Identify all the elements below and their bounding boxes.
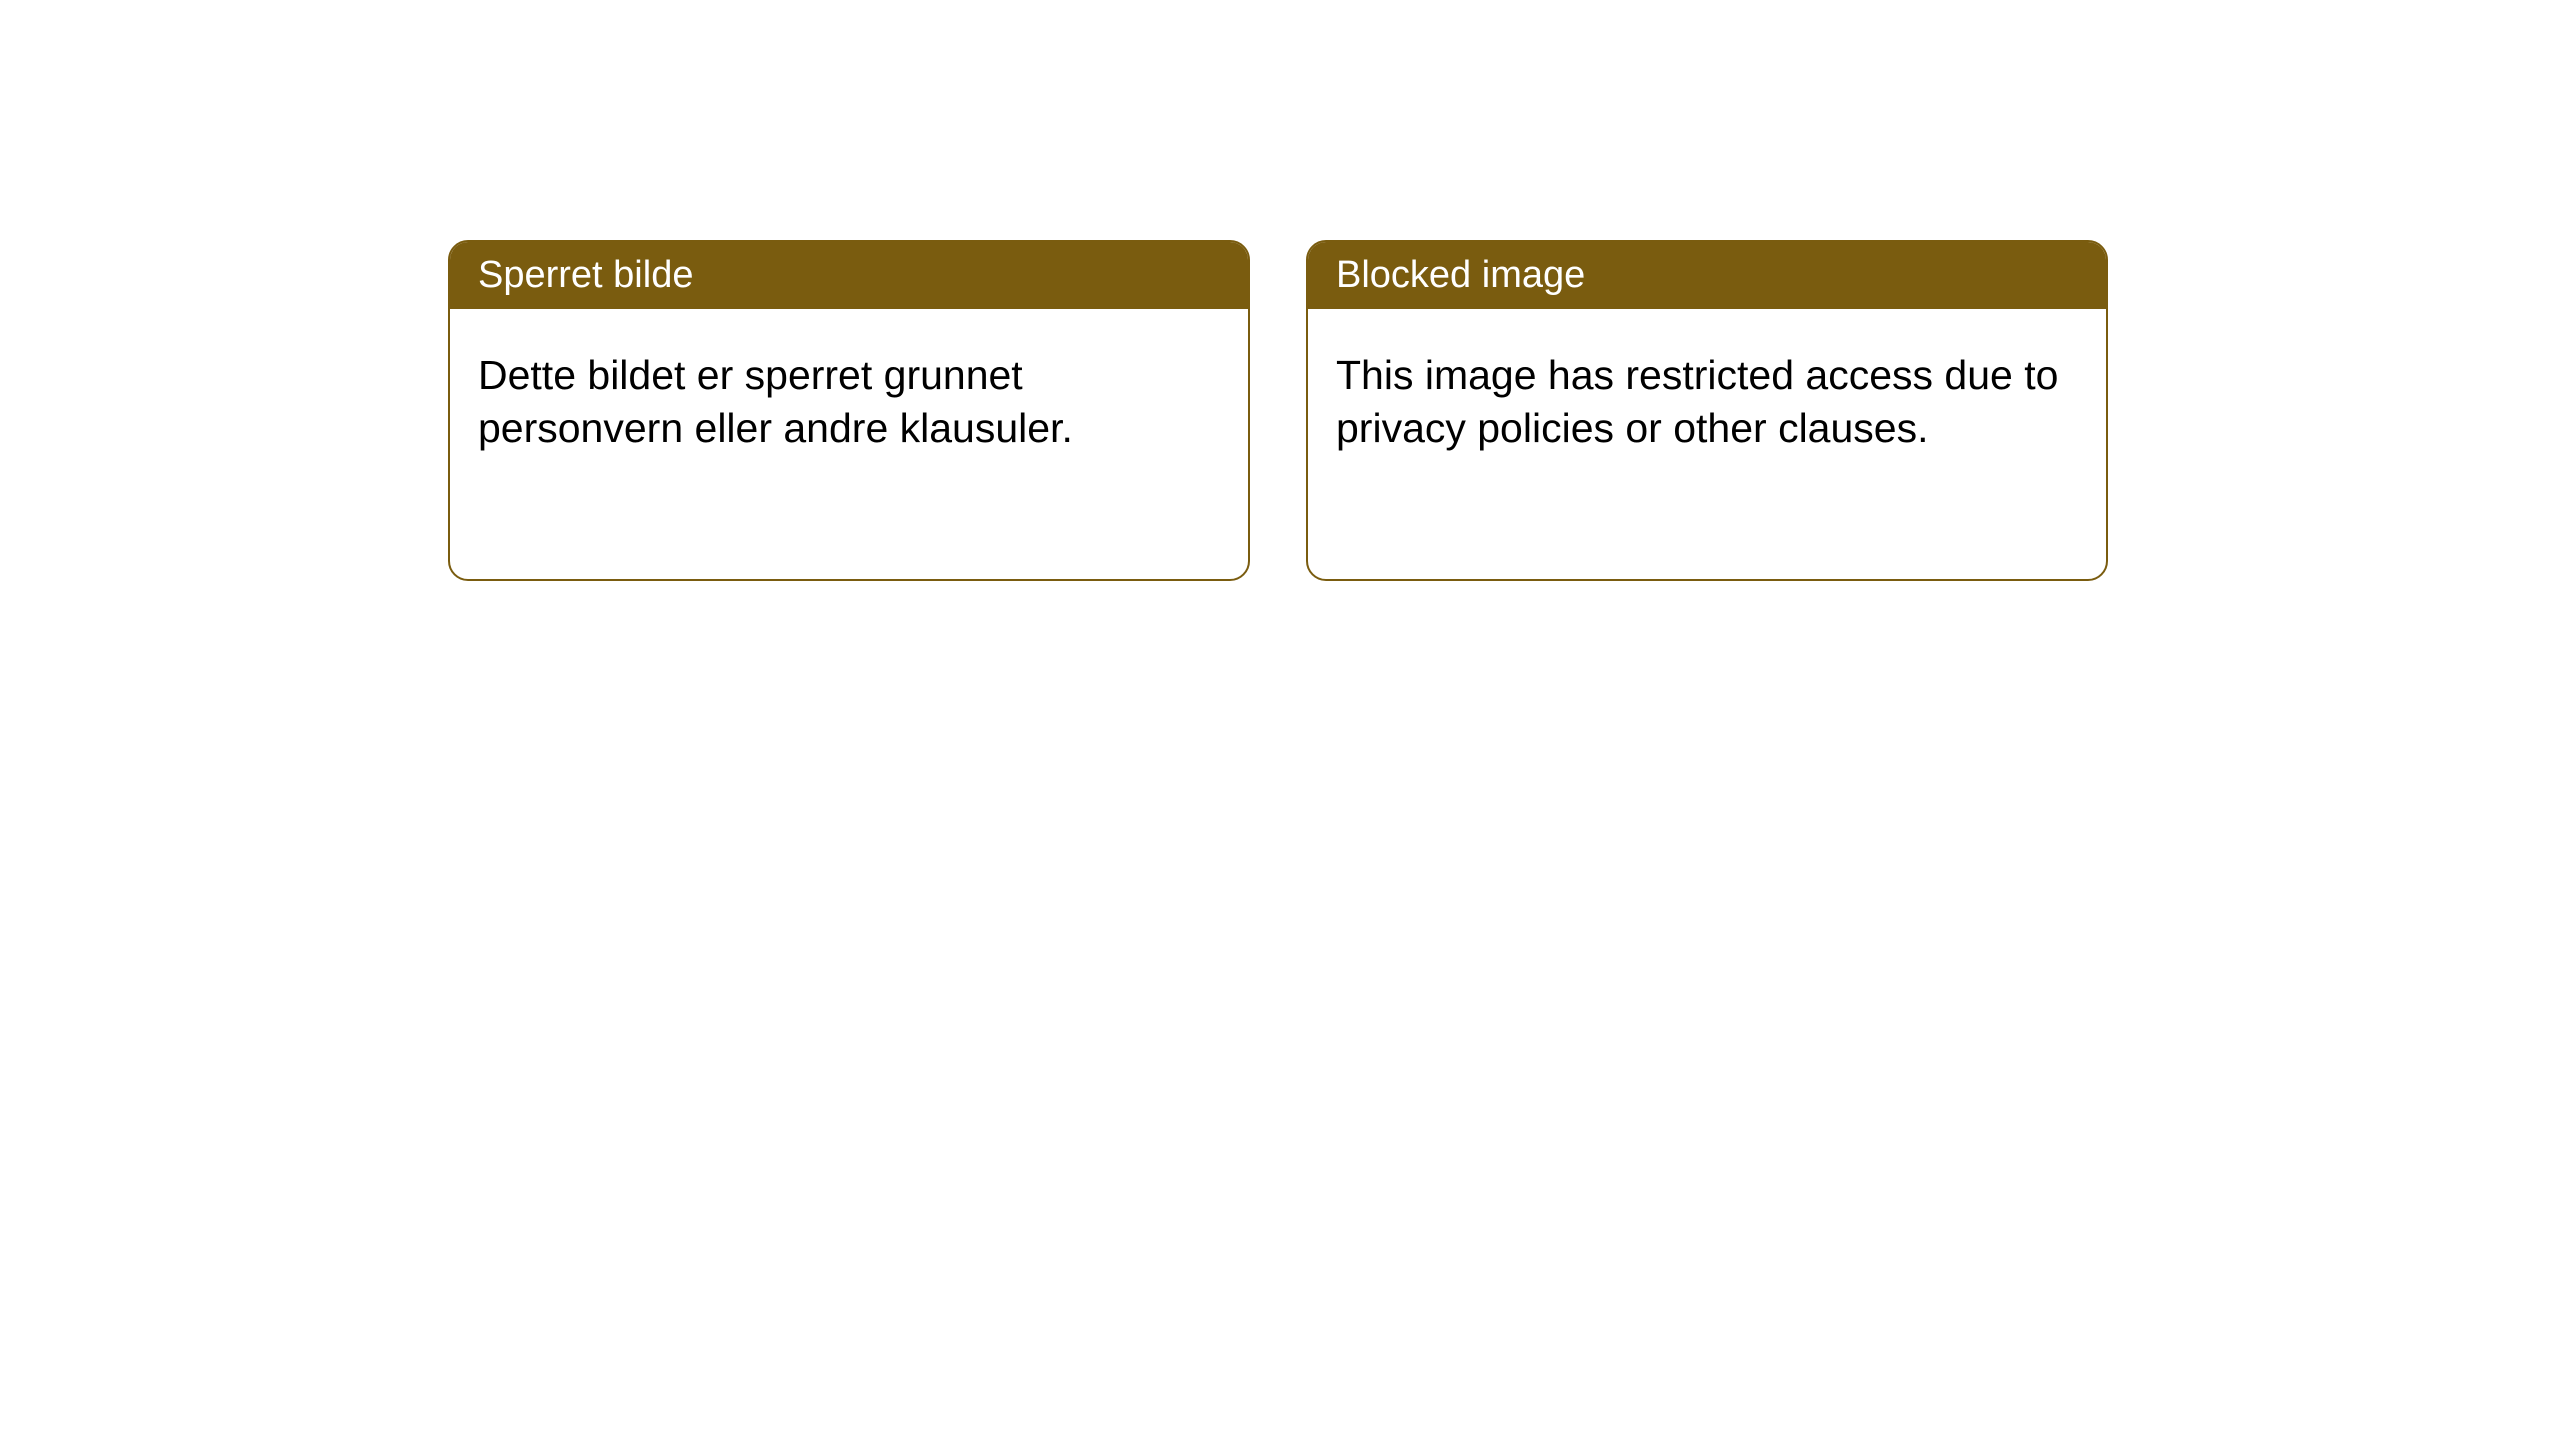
card-header: Sperret bilde bbox=[450, 242, 1248, 309]
card-message: Dette bildet er sperret grunnet personve… bbox=[478, 352, 1073, 451]
blocked-image-card-no: Sperret bilde Dette bildet er sperret gr… bbox=[448, 240, 1250, 581]
card-title: Sperret bilde bbox=[478, 254, 693, 296]
card-body: Dette bildet er sperret grunnet personve… bbox=[450, 309, 1248, 579]
blocked-image-card-en: Blocked image This image has restricted … bbox=[1306, 240, 2108, 581]
card-header: Blocked image bbox=[1308, 242, 2106, 309]
card-message: This image has restricted access due to … bbox=[1336, 352, 2058, 451]
card-body: This image has restricted access due to … bbox=[1308, 309, 2106, 579]
cards-container: Sperret bilde Dette bildet er sperret gr… bbox=[0, 0, 2560, 581]
card-title: Blocked image bbox=[1336, 254, 1585, 296]
